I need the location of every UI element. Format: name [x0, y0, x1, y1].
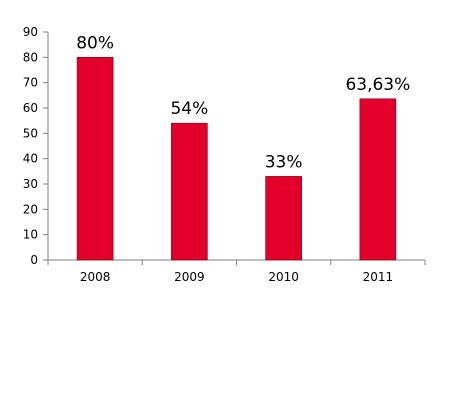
y-tick-label: 0 — [30, 253, 38, 267]
y-tick-label: 40 — [23, 152, 38, 166]
y-tick-label: 50 — [23, 126, 38, 140]
data-label: 63,63% — [345, 75, 410, 95]
bar-2008 — [76, 57, 114, 261]
bars — [76, 57, 397, 261]
y-tick-label: 30 — [23, 177, 38, 191]
y-tick-label: 70 — [23, 76, 38, 90]
bar-2009 — [171, 122, 208, 261]
x-tick-label: 2011 — [363, 270, 394, 284]
bar-2010 — [265, 176, 302, 261]
labels: 2008 80% 2009 54% 2010 33% 2011 63,63% — [76, 33, 410, 284]
y-tick-label: 60 — [23, 101, 38, 115]
y-tick-label: 80 — [23, 50, 38, 64]
data-label: 54% — [170, 99, 208, 119]
data-label: 33% — [265, 152, 303, 172]
y-tick-label: 20 — [23, 202, 38, 216]
x-tick-label: 2008 — [80, 270, 111, 284]
axes: 0 10 20 30 40 50 60 70 80 90 — [23, 25, 426, 267]
data-label: 80% — [76, 33, 114, 53]
x-tick-label: 2010 — [268, 270, 299, 284]
bar-2011 — [359, 98, 397, 261]
x-tick-label: 2009 — [174, 270, 205, 284]
y-tick-label: 90 — [23, 25, 38, 39]
y-tick-label: 10 — [23, 228, 38, 242]
